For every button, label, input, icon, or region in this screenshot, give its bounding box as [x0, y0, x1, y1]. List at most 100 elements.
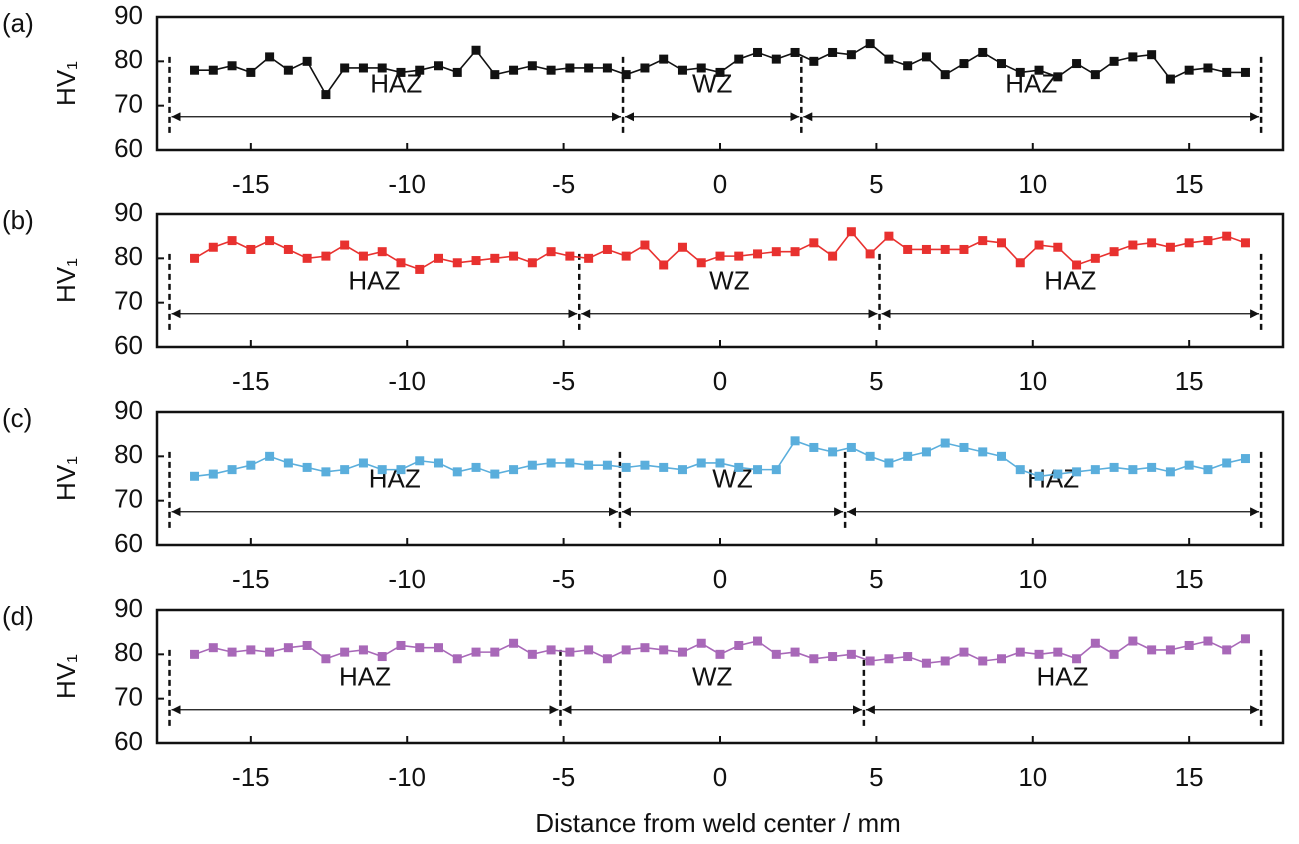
data-point — [1090, 465, 1100, 475]
data-point — [828, 47, 838, 57]
data-point — [696, 258, 706, 268]
data-point — [959, 244, 969, 254]
data-point — [997, 238, 1006, 248]
data-point — [659, 645, 669, 655]
data-point — [602, 63, 612, 73]
data-point — [1184, 640, 1194, 650]
data-point — [828, 652, 838, 662]
data-point — [921, 244, 931, 254]
data-point — [396, 465, 406, 475]
y-tick-label: 60 — [114, 528, 143, 558]
data-point — [340, 63, 350, 73]
data-point — [471, 462, 481, 472]
x-tick-label: 0 — [713, 366, 727, 396]
y-tick-label: 80 — [114, 44, 143, 74]
data-point — [1203, 236, 1213, 246]
y-axis-label: HV₁ — [51, 258, 81, 303]
x-tick-label: 0 — [713, 564, 727, 594]
data-point — [565, 251, 575, 261]
data-point — [1090, 253, 1100, 263]
data-point — [246, 67, 256, 77]
data-point — [1165, 74, 1175, 84]
data-point — [377, 247, 387, 257]
data-point — [565, 647, 575, 657]
x-tick-label: 5 — [869, 564, 883, 594]
data-point — [1222, 645, 1232, 655]
data-point — [509, 465, 519, 475]
data-point — [415, 456, 425, 466]
data-point — [771, 649, 781, 659]
data-point — [358, 251, 368, 261]
data-point — [1184, 238, 1194, 248]
data-point — [471, 45, 481, 55]
data-point — [1147, 238, 1157, 248]
data-point — [865, 451, 875, 461]
data-point — [696, 638, 706, 648]
x-tick-label: -15 — [232, 169, 270, 199]
data-point — [1165, 242, 1175, 252]
data-point — [584, 63, 594, 73]
data-point — [1128, 636, 1138, 646]
data-point — [265, 52, 275, 62]
data-point — [865, 39, 875, 49]
data-point — [321, 467, 331, 477]
data-point — [527, 258, 537, 268]
data-point — [846, 227, 856, 237]
data-point — [753, 249, 763, 259]
data-point — [677, 242, 687, 252]
data-point — [753, 465, 763, 475]
y-tick-label: 90 — [114, 197, 143, 227]
x-tick-label: -10 — [388, 366, 426, 396]
x-tick-label: 15 — [1175, 169, 1204, 199]
data-point — [1222, 231, 1232, 241]
data-point — [640, 240, 650, 250]
x-tick-label: -10 — [388, 564, 426, 594]
data-point — [809, 56, 819, 66]
data-point — [1165, 467, 1175, 477]
data-point — [490, 253, 500, 263]
data-point — [640, 63, 650, 73]
data-point — [509, 65, 519, 75]
data-point — [771, 465, 781, 475]
data-point — [959, 647, 969, 657]
data-point — [884, 54, 894, 64]
data-point — [846, 50, 856, 60]
data-point — [846, 649, 856, 659]
data-point — [490, 647, 500, 657]
x-tick-label: 15 — [1175, 564, 1204, 594]
data-point — [434, 61, 443, 71]
data-point — [415, 643, 425, 653]
y-tick-label: 60 — [114, 726, 143, 756]
data-point — [997, 654, 1006, 664]
data-point — [940, 438, 950, 448]
data-point — [208, 469, 218, 479]
data-point — [865, 656, 875, 666]
data-point — [1015, 465, 1025, 475]
data-point — [208, 643, 218, 653]
x-tick-label: -15 — [232, 366, 270, 396]
x-tick-label: 5 — [869, 366, 883, 396]
data-point — [1222, 458, 1232, 468]
data-point — [546, 458, 556, 468]
data-point — [978, 47, 988, 57]
data-point — [265, 451, 275, 461]
data-point — [809, 654, 819, 664]
data-point — [1072, 260, 1082, 270]
data-point — [1053, 242, 1063, 252]
x-tick-label: -15 — [232, 762, 270, 792]
x-tick-label: 10 — [1018, 169, 1047, 199]
data-point — [377, 465, 387, 475]
data-point — [452, 258, 462, 268]
data-point — [415, 65, 425, 75]
data-point — [640, 643, 650, 653]
data-point — [434, 253, 443, 263]
data-point — [1109, 462, 1119, 472]
data-point — [621, 462, 631, 472]
data-point — [246, 460, 256, 470]
data-point — [1034, 649, 1044, 659]
data-point — [884, 654, 894, 664]
data-point — [621, 70, 631, 80]
x-tick-label: 5 — [869, 762, 883, 792]
data-point — [696, 63, 706, 73]
data-point — [903, 652, 913, 662]
